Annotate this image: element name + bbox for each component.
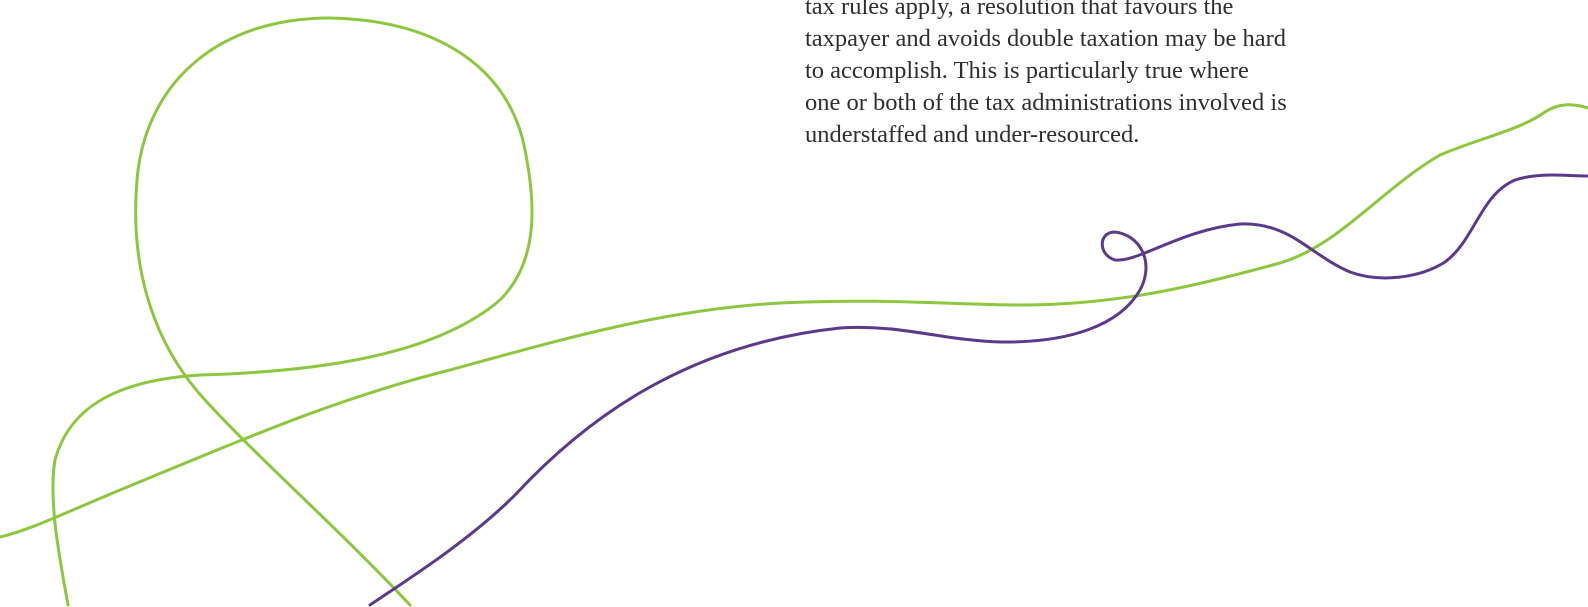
decorative-lines (0, 0, 1588, 607)
paragraph: tax rules apply, a resolution that favou… (805, 0, 1287, 151)
text-line: one or both of the tax administrations i… (805, 87, 1287, 119)
text-line: to accomplish. This is particularly true… (805, 55, 1287, 87)
text-line: understaffed and under-resourced. (805, 119, 1287, 151)
purple-line (370, 175, 1588, 605)
text-line: tax rules apply, a resolution that favou… (805, 0, 1287, 23)
green-long-line (0, 105, 1588, 537)
text-line: taxpayer and avoids double taxation may … (805, 23, 1287, 55)
page: {"paragraph": {"lines": [ "tax rules app… (0, 0, 1588, 607)
green-loop-line (53, 18, 532, 605)
